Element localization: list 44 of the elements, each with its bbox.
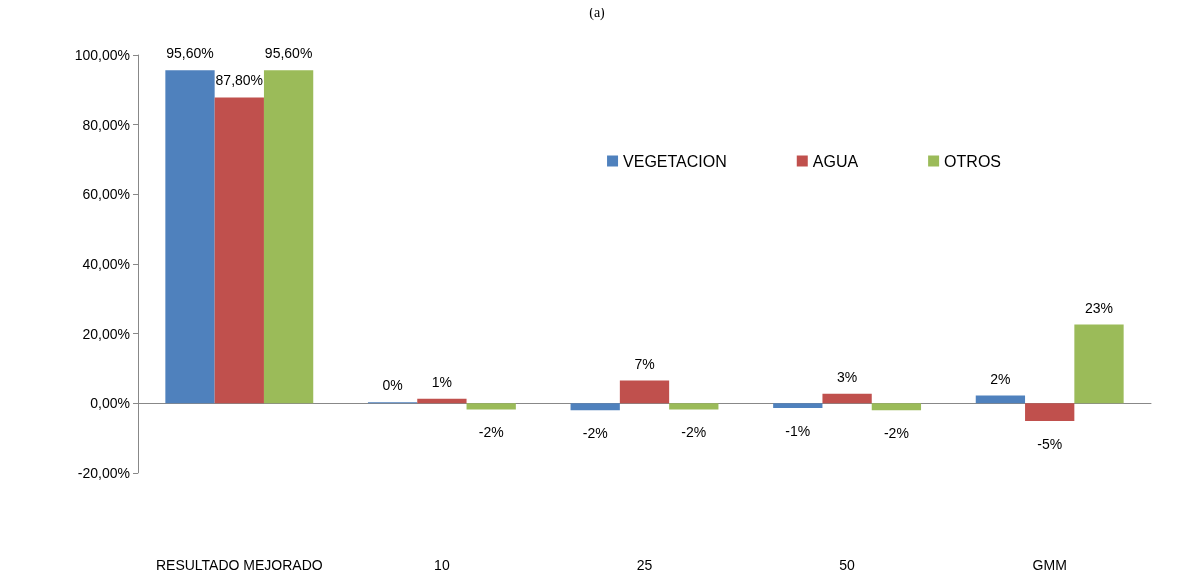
data-label: 2% — [990, 370, 1011, 387]
x-tick-label: 25 — [636, 557, 653, 573]
data-label: 95,60% — [264, 45, 313, 62]
data-label: 7% — [634, 355, 655, 372]
y-tick-label: -20,00% — [77, 464, 130, 481]
data-label: -2% — [582, 425, 608, 442]
bar — [570, 403, 620, 411]
bar — [417, 398, 467, 404]
bar — [263, 70, 314, 404]
x-tick-label: 10 — [434, 557, 450, 573]
bar — [773, 403, 823, 409]
data-label: -1% — [785, 423, 811, 440]
data-label: -2% — [883, 425, 909, 442]
y-tick-label: 40,00% — [82, 255, 130, 272]
bar — [466, 403, 516, 410]
bar — [975, 395, 1026, 404]
data-label: 23% — [1084, 299, 1114, 316]
data-label: 3% — [836, 368, 858, 385]
data-label: 87,80% — [215, 72, 264, 89]
bar — [871, 403, 922, 411]
y-tick-label: 0,00% — [90, 395, 130, 412]
legend-label: AGUA — [812, 152, 859, 170]
data-label: -2% — [478, 424, 504, 441]
bar — [1025, 403, 1075, 421]
y-tick-label: 60,00% — [82, 186, 130, 203]
x-tick-label: RESULTADO MEJORADO — [155, 557, 323, 573]
data-label: -5% — [1037, 435, 1063, 452]
data-label: 0% — [382, 377, 403, 394]
x-tick-label: 50 — [839, 557, 856, 573]
legend-label: OTROS — [944, 152, 1001, 170]
bar — [619, 380, 670, 404]
data-label: 1% — [431, 373, 453, 390]
x-tick-label: GMM — [1032, 557, 1067, 573]
bar — [822, 393, 872, 404]
y-tick-label: 100,00% — [74, 47, 130, 63]
bar — [669, 403, 719, 410]
data-label: 95,60% — [166, 45, 214, 62]
y-tick-label: 20,00% — [82, 325, 130, 342]
y-tick-label: 80,00% — [82, 116, 130, 133]
bar — [214, 97, 264, 404]
bar — [165, 70, 215, 404]
legend-label: VEGETACION — [623, 152, 727, 170]
bar — [1074, 324, 1124, 404]
data-label: -2% — [681, 424, 707, 441]
